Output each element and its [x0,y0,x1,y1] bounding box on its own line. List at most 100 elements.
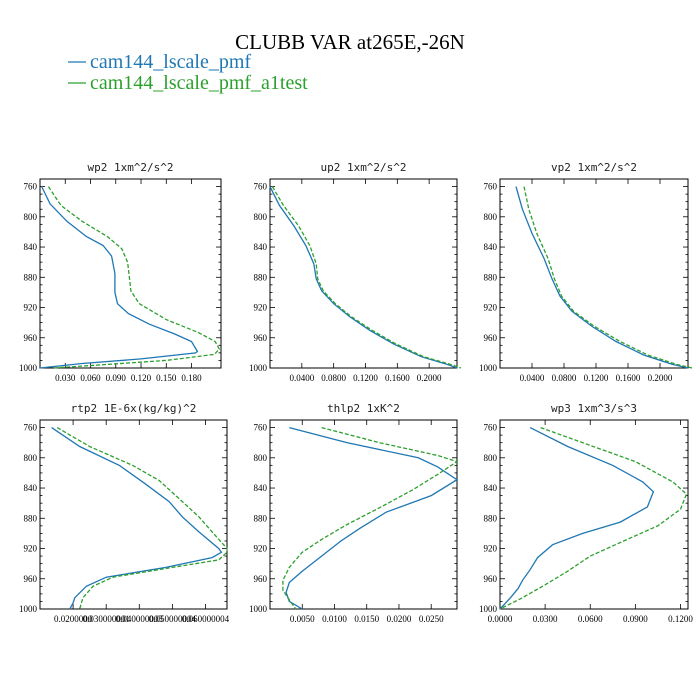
y-tick-label: 960 [254,333,268,343]
y-tick-label: 840 [24,242,38,252]
legend: cam144_lscale_pmf cam144_lscale_pmf_a1te… [68,51,308,94]
x-tick-label: 0.0150 [354,614,379,624]
y-tick-label: 960 [484,574,498,584]
series-line [282,426,459,610]
x-tick-label: 0.1600 [616,373,641,383]
panels: wp2 1xm^2/s^2 760 800 840 880 920 960 1000 0.030… [19,161,693,624]
y-tick-label: 880 [254,513,268,523]
x-tick-label: 0.0200000 [54,614,93,624]
panel-title: thlp2 1xK^2 [327,402,400,415]
plot-frame [39,419,228,610]
chart-panel: rtp2 1E-6x(kg/kg)^2 760 800 840 880 920 960 100… [19,402,230,624]
x-tick-label: 0.1600 [385,373,410,383]
x-tick-label: 0.0600 [578,614,603,624]
x-tick-label: 0.060 [80,373,101,383]
y-tick-label: 1000 [19,363,38,373]
x-tick-label: 0.090 [106,373,127,383]
y-tick-label: 800 [24,453,38,463]
plot-frame [269,178,458,369]
series-line [285,426,459,610]
series-line [56,427,228,610]
y-tick-label: 800 [24,212,38,222]
y-tick-label: 800 [254,212,268,222]
y-tick-label: 960 [24,333,38,343]
legend-label: cam144_lscale_pmf_a1test [90,72,308,94]
chart-panel: wp2 1xm^2/s^2 760 800 840 880 920 960 1000 0.030… [19,161,222,383]
series-line [51,427,223,610]
x-tick-label: 0.0000 [488,614,513,624]
plot-frame [269,419,458,610]
x-tick-label: 0.0050 [290,614,315,624]
y-tick-label: 840 [254,483,268,493]
y-tick-label: 880 [24,272,38,282]
x-tick-label: 0.050000004 [149,614,197,624]
x-tick-label: 0.030 [55,373,76,383]
y-tick-label: 920 [484,303,498,313]
y-tick-label: 760 [254,423,268,433]
y-tick-label: 920 [484,544,498,554]
y-tick-label: 800 [484,212,498,222]
y-tick-label: 760 [24,182,38,192]
plot-frame [39,178,222,369]
x-tick-label: 0.0200 [387,614,412,624]
series-line [269,186,458,369]
legend-item: cam144_lscale_pmf_a1test [68,72,308,94]
x-tick-label: 0.0250 [419,614,444,624]
x-tick-label: 0.1200 [584,373,609,383]
series-line [499,426,688,610]
plot-frame [499,419,689,610]
y-tick-label: 960 [24,574,38,584]
y-tick-label: 920 [24,544,38,554]
y-tick-label: 1000 [249,604,268,614]
x-tick-label: 0.2000 [417,373,442,383]
panel-title: wp3 1xm^3/s^3 [551,402,637,415]
plot-frame [499,178,689,369]
y-tick-label: 760 [254,182,268,192]
x-tick-label: 0.2000 [648,373,673,383]
x-tick-label: 0.180 [181,373,202,383]
y-tick-label: 840 [254,242,268,252]
series-line [523,186,693,369]
y-tick-label: 920 [24,303,38,313]
x-tick-label: 0.1200 [668,614,693,624]
panel-title: up2 1xm^2/s^2 [320,161,406,174]
legend-item: cam144_lscale_pmf [68,51,251,73]
y-tick-label: 760 [484,423,498,433]
x-tick-label: 0.0100 [322,614,347,624]
y-tick-label: 760 [484,182,498,192]
chart-panel: up2 1xm^2/s^2 760 800 840 880 920 960 1000 0.040… [249,161,462,383]
y-tick-label: 800 [254,453,268,463]
series-line [47,186,221,369]
y-tick-label: 840 [24,483,38,493]
series-line [499,427,655,610]
x-tick-label: 0.0800 [552,373,577,383]
chart-panel: wp3 1xm^3/s^3 760 800 840 880 920 960 10000.000… [479,402,693,624]
y-tick-label: 960 [254,574,268,584]
y-tick-label: 880 [484,513,498,523]
x-tick-label: 0.030000001 [83,614,130,624]
y-tick-label: 1000 [19,604,38,614]
x-tick-label: 0.0400 [520,373,545,383]
y-tick-label: 880 [254,272,268,282]
x-tick-label: 0.040000003 [116,614,164,624]
y-tick-label: 840 [484,242,498,252]
y-tick-label: 880 [24,513,38,523]
panel-title: wp2 1xm^2/s^2 [87,161,173,174]
y-tick-label: 920 [254,303,268,313]
y-tick-label: 760 [24,423,38,433]
panel-title: vp2 1xm^2/s^2 [551,161,637,174]
series-line [271,186,462,369]
x-tick-label: 0.150 [156,373,177,383]
panel-title: rtp2 1E-6x(kg/kg)^2 [71,402,197,415]
x-tick-label: 0.0300 [533,614,558,624]
y-tick-label: 800 [484,453,498,463]
series-line [515,186,689,369]
x-tick-label: 0.1200 [353,373,378,383]
x-tick-label: 0.060000004 [182,614,230,624]
y-tick-label: 1000 [249,363,268,373]
x-tick-label: 0.0900 [623,614,648,624]
x-tick-label: 0.0800 [321,373,346,383]
y-tick-label: 840 [484,483,498,493]
chart-panel: thlp2 1xK^2 760 800 840 880 920 960 1000 0.0050 0… [249,402,459,624]
